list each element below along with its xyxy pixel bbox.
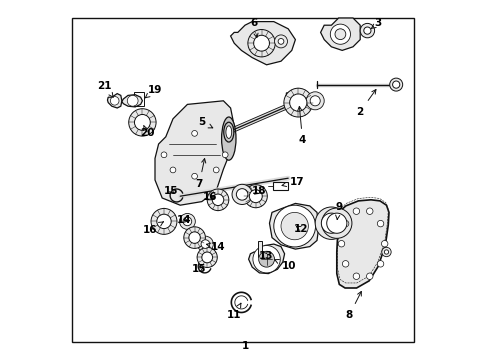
Circle shape bbox=[306, 92, 324, 110]
Circle shape bbox=[183, 217, 192, 226]
Circle shape bbox=[382, 247, 391, 257]
Circle shape bbox=[129, 109, 156, 136]
Ellipse shape bbox=[226, 126, 232, 139]
Polygon shape bbox=[122, 95, 143, 107]
Bar bbox=[273, 182, 288, 190]
Circle shape bbox=[392, 81, 400, 88]
Text: 18: 18 bbox=[252, 186, 267, 196]
Circle shape bbox=[157, 214, 171, 229]
Circle shape bbox=[321, 208, 352, 238]
Polygon shape bbox=[320, 18, 360, 50]
Circle shape bbox=[274, 35, 288, 48]
Circle shape bbox=[315, 207, 347, 239]
Circle shape bbox=[353, 273, 360, 279]
Circle shape bbox=[253, 246, 280, 273]
Circle shape bbox=[249, 190, 262, 203]
Circle shape bbox=[197, 247, 217, 267]
Circle shape bbox=[281, 212, 308, 240]
Circle shape bbox=[327, 213, 347, 233]
Circle shape bbox=[274, 205, 316, 247]
Bar bbox=[258, 241, 262, 257]
Text: 9: 9 bbox=[335, 202, 342, 220]
Circle shape bbox=[170, 167, 176, 173]
Text: 15: 15 bbox=[192, 264, 206, 274]
Circle shape bbox=[377, 220, 384, 227]
Text: 3: 3 bbox=[371, 18, 382, 28]
Circle shape bbox=[343, 261, 349, 267]
Text: 14: 14 bbox=[206, 242, 225, 252]
Text: 16: 16 bbox=[143, 222, 163, 235]
Polygon shape bbox=[107, 94, 122, 108]
Circle shape bbox=[179, 213, 196, 229]
Circle shape bbox=[367, 273, 373, 279]
Circle shape bbox=[207, 189, 229, 211]
Text: 14: 14 bbox=[177, 215, 192, 225]
Circle shape bbox=[212, 194, 224, 206]
Polygon shape bbox=[337, 200, 389, 288]
Circle shape bbox=[360, 23, 374, 38]
Text: 1: 1 bbox=[242, 341, 248, 351]
Text: 2: 2 bbox=[357, 90, 376, 117]
Text: 19: 19 bbox=[145, 85, 162, 98]
Text: 10: 10 bbox=[275, 260, 296, 271]
Circle shape bbox=[222, 152, 228, 158]
Circle shape bbox=[367, 208, 373, 215]
Polygon shape bbox=[231, 22, 295, 65]
Text: 12: 12 bbox=[294, 224, 308, 234]
Circle shape bbox=[127, 95, 138, 106]
Text: 4: 4 bbox=[298, 107, 306, 145]
Circle shape bbox=[321, 213, 342, 233]
Circle shape bbox=[254, 35, 270, 51]
Circle shape bbox=[278, 39, 284, 44]
Circle shape bbox=[232, 184, 252, 204]
Circle shape bbox=[189, 232, 200, 243]
Circle shape bbox=[192, 131, 197, 136]
Text: 13: 13 bbox=[259, 251, 273, 261]
Circle shape bbox=[290, 94, 307, 111]
Text: 7: 7 bbox=[196, 159, 206, 189]
Circle shape bbox=[201, 240, 210, 248]
Circle shape bbox=[353, 208, 360, 215]
Circle shape bbox=[192, 174, 197, 179]
Circle shape bbox=[310, 96, 320, 106]
Text: 6: 6 bbox=[250, 18, 258, 37]
Polygon shape bbox=[286, 89, 304, 112]
Circle shape bbox=[161, 152, 167, 158]
Polygon shape bbox=[248, 244, 285, 274]
Circle shape bbox=[151, 208, 177, 234]
Circle shape bbox=[134, 114, 150, 130]
Circle shape bbox=[335, 29, 346, 40]
Ellipse shape bbox=[224, 122, 234, 142]
Polygon shape bbox=[155, 101, 234, 205]
Circle shape bbox=[338, 240, 345, 247]
Text: 16: 16 bbox=[203, 192, 218, 202]
Circle shape bbox=[330, 24, 350, 44]
Text: 21: 21 bbox=[98, 81, 113, 97]
Text: 5: 5 bbox=[198, 117, 213, 128]
Text: 8: 8 bbox=[346, 292, 361, 320]
Bar bbox=[134, 92, 144, 106]
Circle shape bbox=[197, 236, 213, 252]
Circle shape bbox=[248, 30, 275, 57]
Circle shape bbox=[364, 27, 371, 34]
Circle shape bbox=[390, 78, 403, 91]
Text: 17: 17 bbox=[282, 177, 304, 187]
Circle shape bbox=[213, 167, 219, 173]
Text: 20: 20 bbox=[140, 125, 154, 138]
Text: 11: 11 bbox=[227, 303, 242, 320]
Circle shape bbox=[110, 96, 119, 105]
Circle shape bbox=[245, 185, 268, 208]
Ellipse shape bbox=[221, 117, 236, 160]
Circle shape bbox=[184, 227, 205, 248]
Circle shape bbox=[236, 189, 248, 200]
Circle shape bbox=[259, 251, 274, 267]
Polygon shape bbox=[270, 203, 319, 249]
Text: 15: 15 bbox=[164, 186, 178, 196]
Circle shape bbox=[377, 261, 384, 267]
Circle shape bbox=[381, 240, 388, 247]
Circle shape bbox=[202, 252, 213, 263]
Circle shape bbox=[343, 220, 349, 227]
Circle shape bbox=[284, 88, 313, 117]
Circle shape bbox=[384, 250, 389, 254]
